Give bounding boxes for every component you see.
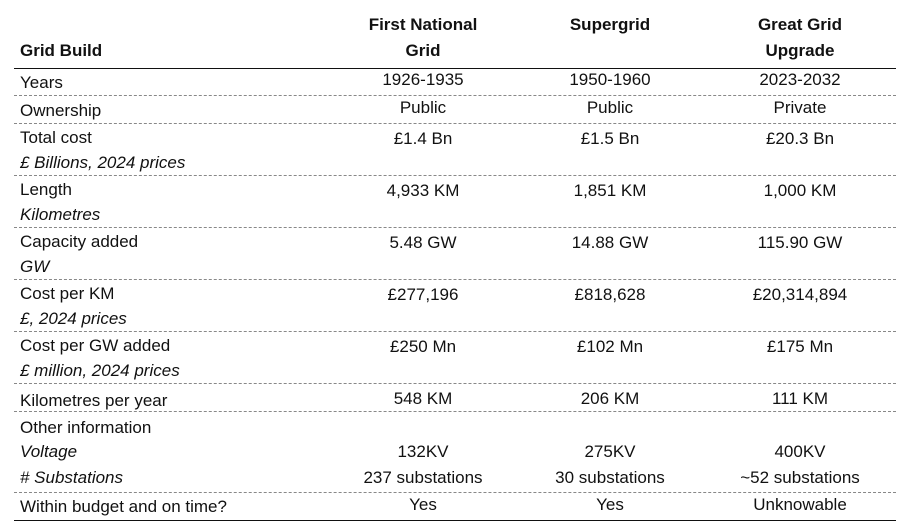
row-label: Cost per GW added [20, 336, 171, 355]
table-cell: 400KV [774, 442, 826, 461]
table-row: Cost per GW added £ million, 2024 prices £… [14, 331, 896, 384]
table-cell: 111 KM [771, 389, 829, 408]
table-cell: £20.3 Bn [765, 129, 835, 148]
row-label: Total cost [20, 128, 92, 147]
table-cell: £175 Mn [766, 337, 834, 356]
table-row: Capacity added GW 5.48 GW 14.88 GW 115.90 GW [14, 227, 896, 280]
row-label: Capacity added [20, 232, 139, 251]
table-cell: £20,314,894 [752, 285, 848, 304]
table-cell: 115.90 GW [757, 233, 843, 252]
table-cell: 275KV [584, 442, 636, 461]
table-cell: 2023-2032 [759, 70, 841, 89]
row-label: Other information [20, 418, 152, 437]
table-cell: £277,196 [387, 285, 459, 304]
table-cell: 1,851 KM [573, 181, 647, 200]
table-cell: 30 substations [555, 468, 665, 487]
table-cell: 237 substations [363, 468, 483, 487]
table-row: Cost per KM £, 2024 prices £277,196 £818,62… [14, 279, 896, 332]
row-label: Years [20, 73, 63, 92]
table-row: Kilometres per year 548 KM 206 KM 111 KM [14, 383, 896, 412]
row-unit-label: Kilometres [20, 205, 101, 224]
table-row: Voltage 132KV 275KV 400KV [14, 438, 896, 463]
row-label: Ownership [20, 101, 102, 120]
table-cell: 548 KM [393, 389, 453, 408]
table-row: Within budget and on time? Yes Yes Unknowab… [14, 492, 896, 521]
table-cell: Yes [596, 495, 624, 514]
table-cell: 1,000 KM [763, 181, 837, 200]
table-cell: £1.5 Bn [580, 129, 640, 148]
table-cell: 4,933 KM [386, 181, 460, 200]
row-unit-label: £, 2024 prices [20, 309, 127, 328]
row-label: Kilometres per year [20, 391, 168, 410]
table-cell: £250 Mn [389, 337, 457, 356]
table-row: Years 1926-1935 1950-1960 2023-2032 [14, 68, 896, 96]
table-cell: Unknowable [753, 495, 847, 514]
table-cell: £1.4 Bn [393, 129, 453, 148]
row-unit-label: £ million, 2024 prices [20, 361, 180, 380]
table-cell: ~52 substations [740, 468, 860, 487]
row-label: Length [20, 180, 72, 199]
table-cell: Public [399, 98, 447, 117]
table-cell: 14.88 GW [571, 233, 649, 252]
table-row: Ownership Public Public Private [14, 95, 896, 124]
table-cell: Public [586, 98, 634, 117]
table-row: Length Kilometres 4,933 KM 1,851 KM 1,000 KM [14, 175, 896, 228]
table-cell: £818,628 [574, 285, 646, 304]
row-unit-label: Voltage [20, 442, 78, 461]
table-cell: 1950-1960 [569, 70, 651, 89]
row-label: Cost per KM [20, 284, 115, 303]
table-cell: 5.48 GW [389, 233, 457, 252]
table-cell: Yes [409, 495, 437, 514]
table-cell: Private [773, 98, 827, 117]
row-unit-label: GW [20, 257, 50, 276]
table-cell: 206 KM [580, 389, 640, 408]
table-cell: 1926-1935 [382, 70, 464, 89]
table-cell: £102 Mn [576, 337, 644, 356]
row-label: Within budget and on time? [20, 497, 227, 516]
table-row: Other information [14, 411, 896, 438]
column-header-supergrid: Supergrid [569, 15, 651, 34]
table-cell: 132KV [397, 442, 449, 461]
column-header-great-grid-upgrade: Great Grid Upgrade [757, 15, 843, 60]
table-row: # Substations 237 substations 30 substatio… [14, 463, 896, 493]
table-header: Grid Build First National Grid Supergrid… [14, 0, 896, 69]
corner-label: Grid Build [20, 41, 103, 60]
table-row: Total cost £ Billions, 2024 prices £1.4 Bn… [14, 123, 896, 176]
row-unit-label: £ Billions, 2024 prices [20, 153, 186, 172]
row-unit-label: # Substations [20, 468, 124, 487]
column-header-first-national-grid: First National Grid [368, 15, 478, 60]
